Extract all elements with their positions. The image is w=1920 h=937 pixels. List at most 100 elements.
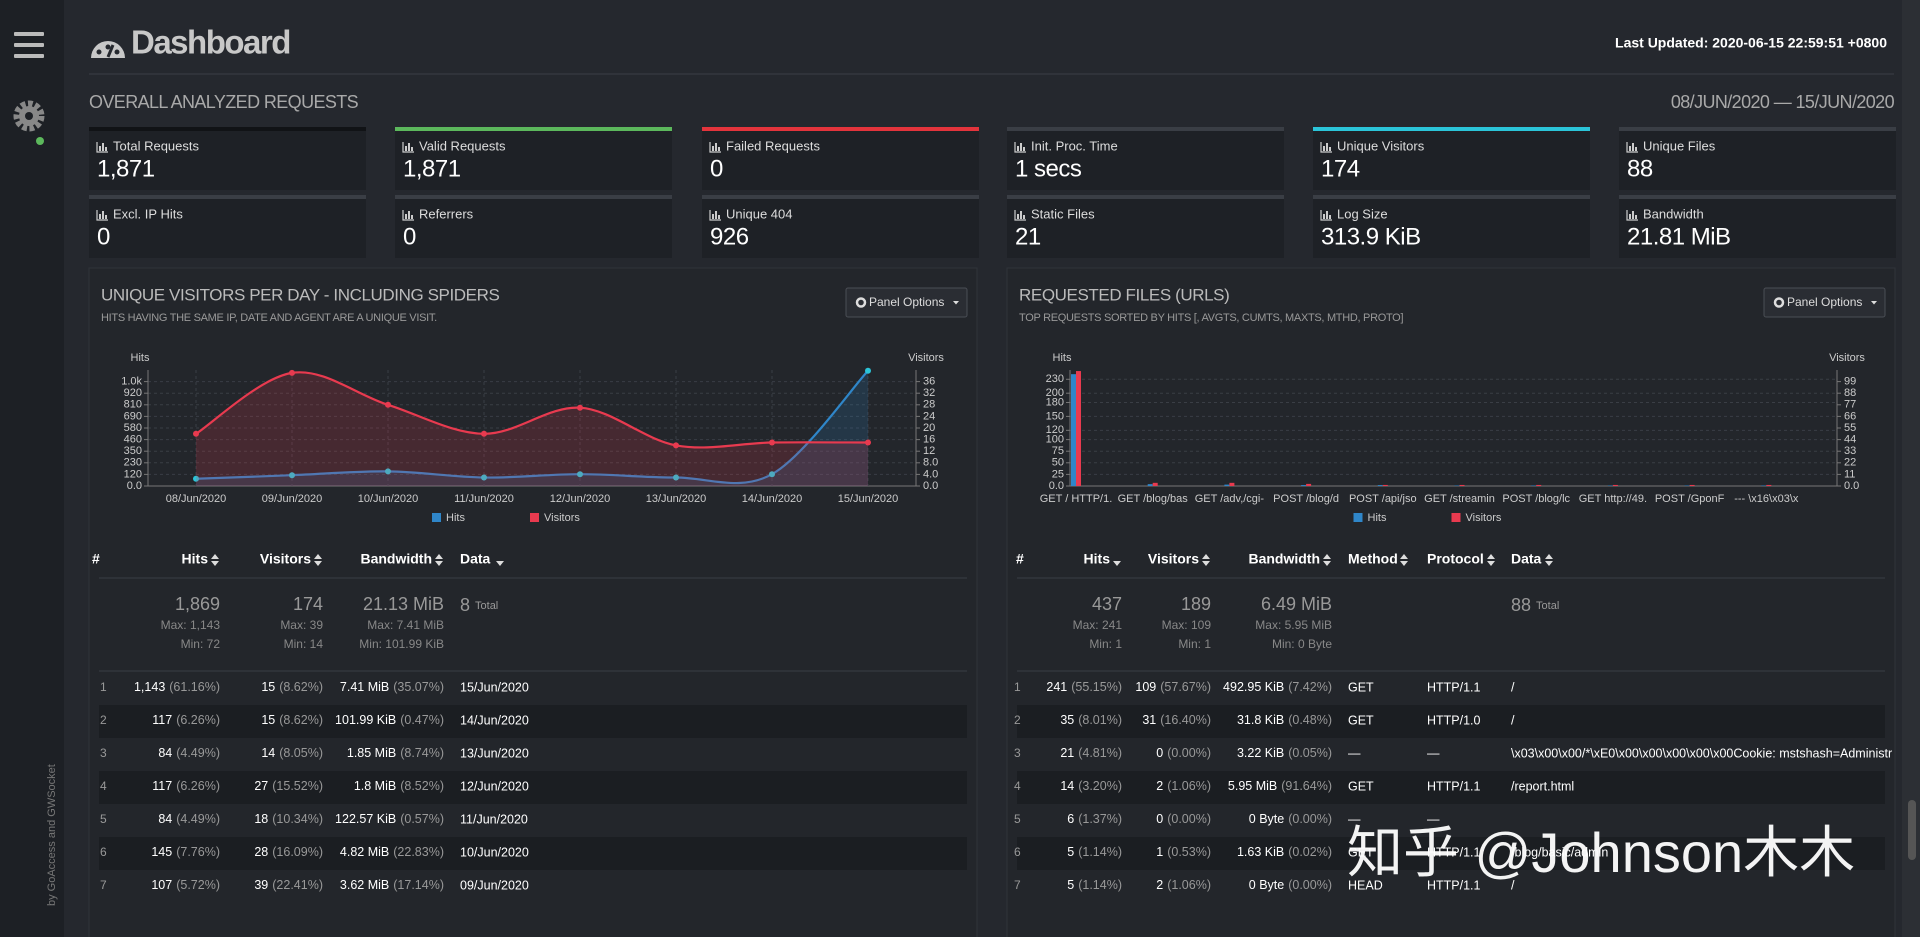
bar xyxy=(1459,484,1465,486)
summary-max: Max: 109 xyxy=(1162,618,1212,632)
row-cell: 1.85 MiB (8.74%) xyxy=(347,746,444,760)
panel-options-button[interactable]: Panel Options xyxy=(845,287,968,318)
cell-percent: (1.06%) xyxy=(1167,779,1211,793)
row-cell: 3.22 KiB (0.05%) xyxy=(1237,746,1332,760)
y2-tick-label: 44 xyxy=(1844,434,1856,446)
cell-percent: (6.26%) xyxy=(176,779,220,793)
sort-icon xyxy=(1202,554,1210,559)
card-border xyxy=(395,127,672,131)
cell-percent: (16.09%) xyxy=(272,845,323,859)
cell-value: 0 Byte xyxy=(1249,878,1284,892)
row-cell: 39 (22.41%) xyxy=(254,878,323,892)
row-cell: / xyxy=(1511,878,1515,892)
cell-value: 31.8 KiB xyxy=(1237,713,1284,727)
y2-tick-label: 11 xyxy=(1844,468,1855,480)
row-cell: 18 (10.34%) xyxy=(254,812,323,826)
row-cell: 0 Byte (0.00%) xyxy=(1249,878,1332,892)
legend-swatch xyxy=(530,513,539,522)
cell-percent: (91.64%) xyxy=(1281,779,1332,793)
cell-value: 117 xyxy=(152,713,172,727)
summary-max: Max: 241 xyxy=(1073,618,1123,632)
x-tick-label: 09/Jun/2020 xyxy=(262,493,323,505)
y2-tick-label: 32 xyxy=(923,387,935,399)
row-cell: — xyxy=(1427,746,1440,760)
row-cell: — xyxy=(1348,746,1361,760)
sort-icon xyxy=(314,554,322,559)
settings-button[interactable] xyxy=(13,100,45,132)
cell-percent: (0.02%) xyxy=(1288,845,1332,859)
metric-label: Referrers xyxy=(419,206,474,221)
row-cell: 14/Jun/2020 xyxy=(460,713,529,727)
legend-swatch xyxy=(432,513,441,522)
y2-tick-label: 55 xyxy=(1844,422,1856,434)
metric-card: Static Files 21 xyxy=(1007,195,1284,258)
y-tick-label: 1.0k xyxy=(121,376,142,388)
card-icon-bar xyxy=(1329,215,1331,219)
credit: by GoAccess and GWSocket xyxy=(46,764,58,906)
metric-card: Log Size 313.9 KiB xyxy=(1313,195,1590,258)
row-cell: /report.html xyxy=(1511,779,1574,793)
legend-label: Visitors xyxy=(544,512,580,524)
card-bg xyxy=(89,127,366,190)
row-cell: — xyxy=(1348,812,1361,826)
y2-tick-label: 20 xyxy=(923,422,935,434)
metric-value: 174 xyxy=(1321,155,1360,182)
date-range: 08/JUN/2020 — 15/JUN/2020 xyxy=(1671,92,1895,112)
table-row xyxy=(99,705,967,738)
card-icon-bar xyxy=(1323,146,1325,151)
row-cell: 0 Byte (0.00%) xyxy=(1249,812,1332,826)
button-bg xyxy=(1763,287,1886,318)
y-tick-label: 50 xyxy=(1052,457,1064,469)
row-cell: 122.57 KiB (0.57%) xyxy=(335,812,444,826)
button-caret xyxy=(953,301,959,305)
card-icon-bar xyxy=(105,215,107,219)
card-icon-bar xyxy=(718,147,720,151)
metric-card: Unique 404 926 xyxy=(702,195,979,258)
row-cell: HTTP/1.1 xyxy=(1427,779,1481,793)
point xyxy=(865,439,871,446)
x-tick-label: 12/Jun/2020 xyxy=(550,493,611,505)
y-tick-label: 230 xyxy=(1046,373,1064,385)
metric-label: Unique Files xyxy=(1643,138,1716,153)
button-caret xyxy=(1871,301,1877,305)
summary-data: 88 Total xyxy=(1511,595,1559,615)
cell-percent: (8.05%) xyxy=(279,746,323,760)
table-header: # xyxy=(92,551,100,567)
card-border xyxy=(1313,127,1590,131)
panel-options-button[interactable]: Panel Options xyxy=(1763,287,1886,318)
card-bg xyxy=(1007,195,1284,258)
y-tick-label: 25 xyxy=(1052,468,1064,480)
menu-button[interactable] xyxy=(14,32,44,58)
card-icon-bar xyxy=(1635,215,1637,219)
sort-icon xyxy=(211,561,219,566)
bar xyxy=(1612,484,1618,486)
card-icon-bar xyxy=(1632,211,1634,219)
y2-tick-label: 24 xyxy=(923,410,935,422)
legend-label: Visitors xyxy=(1466,512,1502,524)
y-tick-label: 350 xyxy=(124,445,142,457)
row-cell: 5 (1.14%) xyxy=(1067,845,1122,859)
row-cell: 31.8 KiB (0.48%) xyxy=(1237,713,1332,727)
card-icon-bar xyxy=(99,214,101,219)
button-gear xyxy=(855,297,867,308)
cell-percent: (8.62%) xyxy=(279,680,323,694)
sort-icon xyxy=(1545,561,1553,566)
card-bg xyxy=(395,127,672,190)
last-updated: Last Updated: 2020-06-15 22:59:51 +0800 xyxy=(1615,35,1887,51)
row-cell: 0 (0.00%) xyxy=(1156,812,1211,826)
y-tick-label: 920 xyxy=(124,387,142,399)
sort-icon xyxy=(1113,561,1121,566)
row-cell: 35 (8.01%) xyxy=(1060,713,1122,727)
card-icon-bar xyxy=(99,146,101,151)
row-cell: \x03\x00\x00/*\xE0\x00\x00\x00\x00\x00Co… xyxy=(1511,746,1892,760)
point xyxy=(673,474,679,481)
card-icon xyxy=(1320,142,1332,153)
row-cell: 492.95 KiB (7.42%) xyxy=(1223,680,1332,694)
sort-icon xyxy=(435,554,443,559)
table-header: Bandwidth xyxy=(1248,551,1320,567)
card-icon xyxy=(1626,142,1638,153)
card-icon xyxy=(96,142,108,153)
scrollbar-thumb[interactable] xyxy=(1908,800,1916,860)
cell-value: 117 xyxy=(152,779,172,793)
button-bg xyxy=(845,287,968,318)
